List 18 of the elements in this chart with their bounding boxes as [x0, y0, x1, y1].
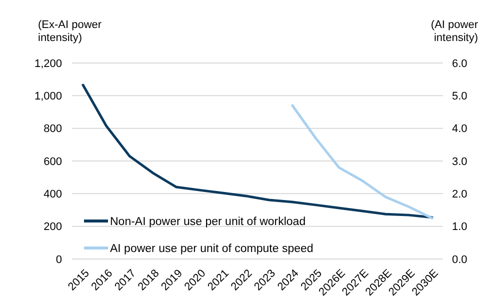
y2-tick-label: 0.0	[452, 254, 468, 266]
y2-tick-label: 2.0	[452, 188, 468, 201]
legend-label: Non-AI power use per unit of workload	[110, 216, 306, 228]
y-axis-title: (Ex-AI power intensity)	[38, 19, 102, 44]
y-tick-label: 200	[44, 221, 62, 234]
y2-tick-label: 6.0	[452, 58, 468, 70]
legend-label: AI power use per unit of compute speed	[110, 243, 314, 256]
y2-tick-label: 4.0	[452, 123, 468, 136]
y-tick-label: 1,000	[34, 90, 62, 103]
y-tick-label: 800	[44, 123, 62, 136]
y-tick-label: 0	[56, 254, 62, 266]
y-tick-label: 400	[44, 188, 62, 201]
y-tick-label: 1,200	[34, 58, 62, 70]
y2-tick-label: 5.0	[452, 90, 468, 103]
y2-tick-label: 3.0	[452, 156, 468, 168]
y2-axis-title: (AI power intensity)	[430, 19, 478, 44]
y2-tick-label: 1.0	[452, 221, 468, 234]
y-tick-label: 600	[44, 156, 62, 168]
